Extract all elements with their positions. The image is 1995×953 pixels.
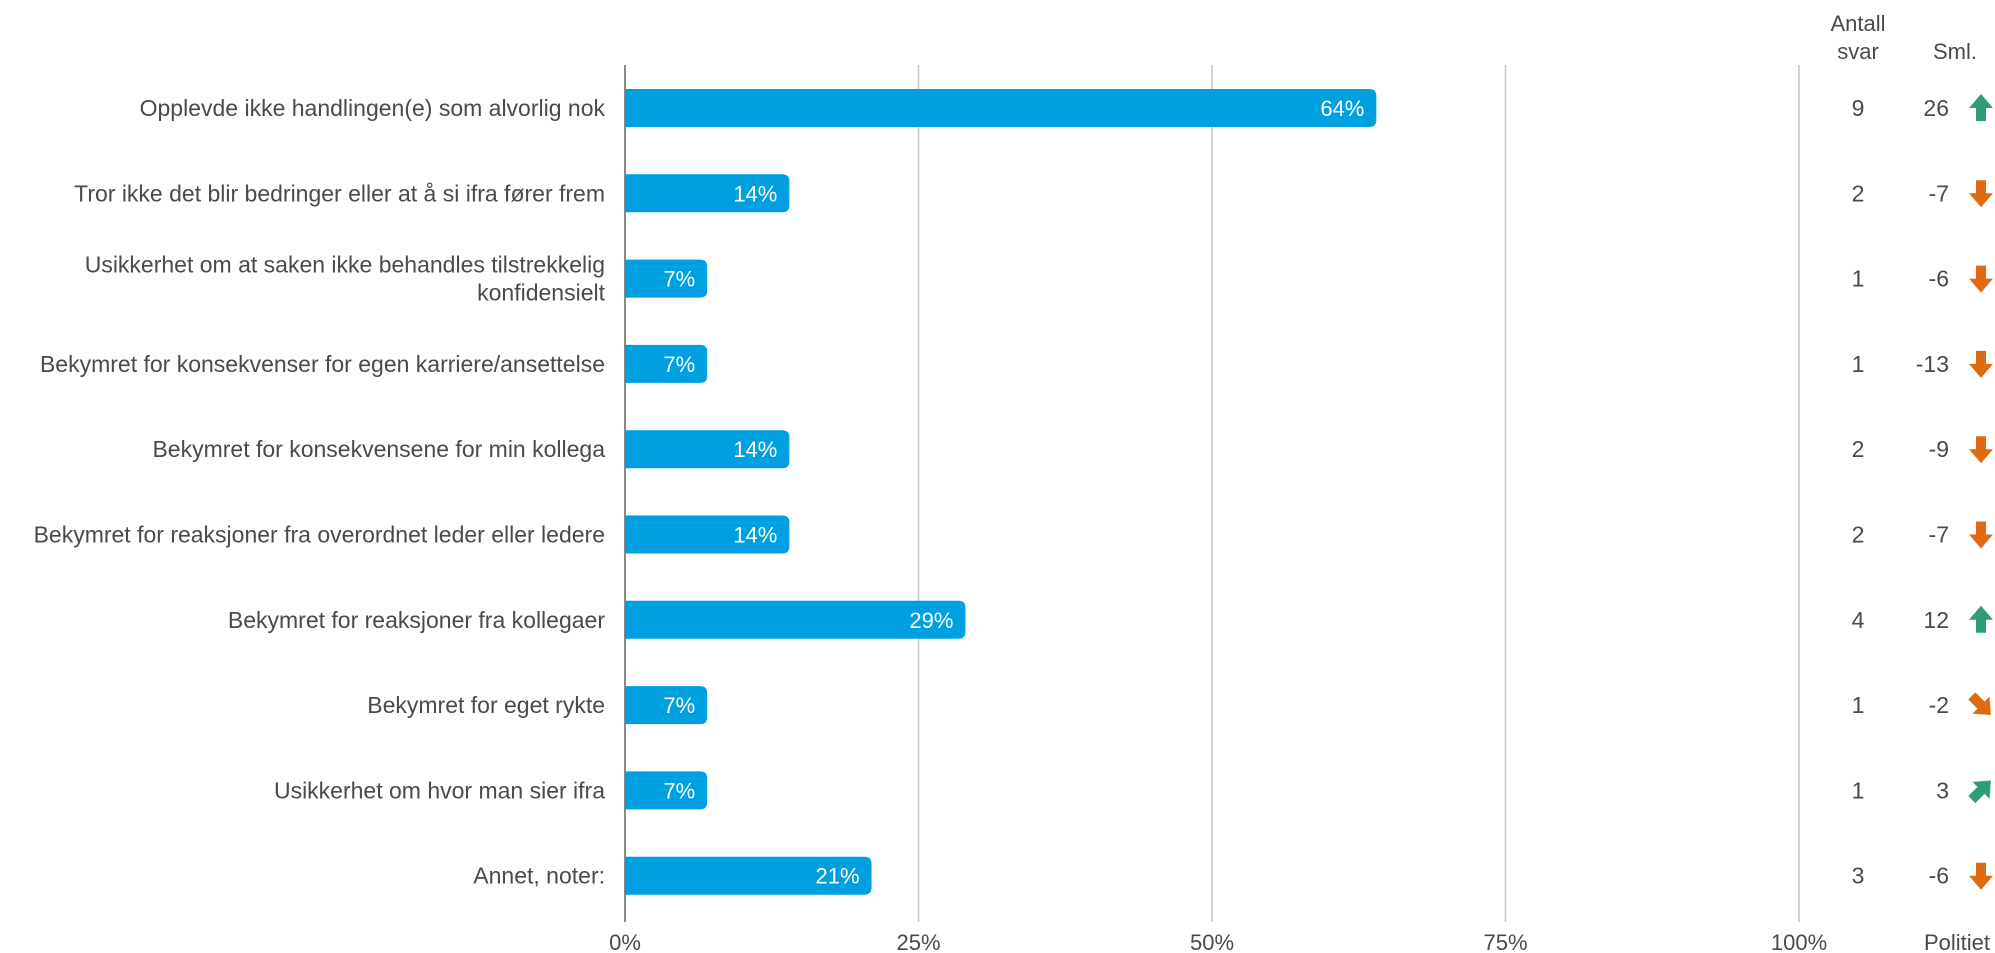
arrow-down-right-icon — [1968, 692, 1991, 715]
answer-count: 2 — [1852, 522, 1865, 548]
comparison-group-label: Politiet — [1924, 930, 1990, 953]
category-label: Bekymret for eget rykte — [367, 692, 605, 718]
arrow-down-icon — [1969, 265, 1993, 293]
arrow-up-icon — [1969, 94, 1993, 121]
bar — [625, 856, 872, 895]
category-label: Bekymret for konsekvensene for min kolle… — [152, 436, 605, 462]
bar — [625, 430, 790, 469]
category-label: konfidensielt — [477, 280, 605, 306]
bar — [625, 771, 708, 810]
answer-count: 2 — [1852, 180, 1865, 206]
bar — [625, 259, 708, 298]
bar — [625, 686, 708, 725]
comparison-diff: 3 — [1936, 777, 1949, 803]
diff-header: Sml. — [1933, 39, 1977, 64]
arrow-down-icon — [1969, 180, 1993, 208]
bar-value-label: 64% — [1320, 96, 1364, 121]
comparison-diff: -2 — [1929, 692, 1949, 718]
bar — [625, 89, 1377, 127]
comparison-diff: -7 — [1929, 180, 1949, 206]
comparison-diff: -6 — [1929, 266, 1949, 292]
gridlines — [624, 65, 1800, 922]
answer-count: 3 — [1852, 863, 1865, 889]
x-tick-label: 0% — [609, 930, 641, 953]
arrow-down-icon — [1969, 862, 1993, 890]
bar-value-label: 14% — [733, 523, 777, 548]
arrow-down-icon — [1969, 521, 1993, 549]
bar-value-label: 7% — [663, 352, 695, 377]
answer-count: 1 — [1852, 351, 1865, 377]
bar — [625, 174, 790, 213]
comparison-diff: -13 — [1916, 351, 1949, 377]
category-label: Tror ikke det blir bedringer eller at å … — [74, 180, 605, 206]
comparison-diff: -6 — [1929, 863, 1949, 889]
bars: 64% 14% 7% 7% 14% 14% 29% 7% 7% 21% — [625, 89, 1377, 895]
category-label: Usikkerhet om hvor man sier ifra — [274, 777, 605, 803]
answer-count: 1 — [1852, 266, 1865, 292]
answer-count: 2 — [1852, 436, 1865, 462]
category-label: Bekymret for reaksjoner fra overordnet l… — [34, 522, 605, 548]
answer-count: 1 — [1852, 777, 1865, 803]
arrow-down-icon — [1969, 436, 1993, 464]
x-tick-label: 75% — [1483, 930, 1527, 953]
answer-count: 1 — [1852, 692, 1865, 718]
answer-count: 4 — [1852, 607, 1865, 633]
bar — [625, 515, 790, 554]
comparison-diff: -9 — [1929, 436, 1949, 462]
arrow-up-icon — [1969, 605, 1993, 633]
category-label: Bekymret for reaksjoner fra kollegaer — [228, 607, 605, 633]
x-axis: 0% 25% 50% 75% 100% — [609, 930, 1827, 953]
count-header-line2: svar — [1837, 39, 1879, 64]
comparison-diff: 12 — [1923, 607, 1949, 633]
category-label: Annet, noter: — [473, 863, 605, 889]
x-tick-label: 25% — [896, 930, 940, 953]
x-tick-label: 100% — [1771, 930, 1827, 953]
comparison-diff: 26 — [1923, 95, 1949, 121]
answer-count: 9 — [1852, 95, 1865, 121]
arrow-up-right-icon — [1968, 780, 1991, 804]
category-label: Bekymret for konsekvenser for egen karri… — [40, 351, 605, 377]
bar-value-label: 14% — [733, 437, 777, 462]
bar — [625, 600, 966, 639]
comparison-diff: -7 — [1929, 522, 1949, 548]
bar-value-label: 7% — [663, 267, 695, 292]
bar — [625, 344, 708, 383]
side-columns: Antall svar Sml. Politiet 9 26 2 -7 1 -6 1 -13 2… — [1830, 11, 1993, 953]
bar-value-label: 7% — [663, 693, 695, 718]
bar-value-label: 21% — [815, 864, 859, 889]
bar-value-label: 14% — [733, 181, 777, 206]
category-labels: Opplevde ikke handlingen(e) som alvorlig… — [34, 95, 606, 889]
x-tick-label: 50% — [1190, 930, 1234, 953]
bar-value-label: 7% — [663, 778, 695, 803]
category-label: Usikkerhet om at saken ikke behandles ti… — [85, 252, 605, 278]
arrow-down-icon — [1969, 350, 1993, 378]
category-label: Opplevde ikke handlingen(e) som alvorlig… — [140, 95, 606, 121]
bar-value-label: 29% — [909, 608, 953, 633]
count-header-line1: Antall — [1830, 11, 1885, 36]
